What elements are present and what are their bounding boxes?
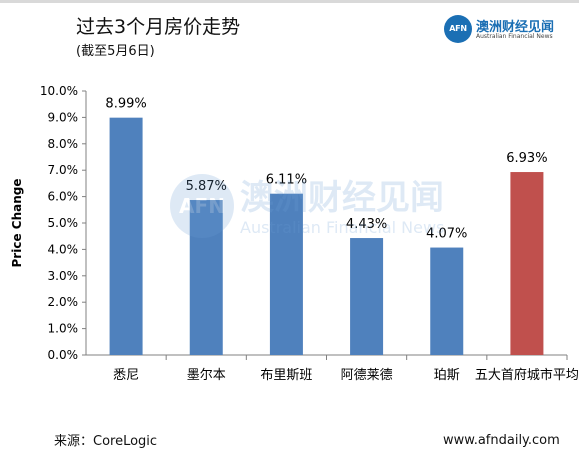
data-label: 4.07%: [426, 227, 467, 242]
data-label: 4.43%: [346, 217, 387, 232]
watermark-english-name: Australian Financial News: [240, 218, 445, 237]
bar: [189, 200, 223, 355]
page-title: 过去3个月房价走势: [76, 16, 241, 38]
y-tick-label: 2.0%: [48, 295, 79, 309]
data-label: 6.93%: [506, 151, 547, 166]
bar: [430, 247, 464, 355]
category-label: 阿德莱德: [341, 368, 393, 383]
brand-english-name: Australian Financial News: [476, 33, 553, 40]
category-label: 墨尔本: [187, 368, 226, 383]
category-label: 悉尼: [113, 368, 139, 383]
top-rule: [0, 0, 579, 3]
data-label: 6.11%: [266, 173, 307, 188]
website-url: www.afndaily.com: [443, 433, 560, 448]
bar: [350, 238, 384, 355]
y-tick-label: 8.0%: [48, 137, 79, 151]
category-label: 珀斯: [434, 368, 460, 383]
y-axis-title: Price Change: [10, 179, 24, 268]
bar: [510, 172, 544, 355]
y-tick-label: 5.0%: [48, 216, 79, 230]
brand-mark-icon: AFN: [444, 15, 472, 43]
y-tick-label: 1.0%: [48, 322, 79, 336]
category-label: 五大首府城市平均: [475, 367, 579, 383]
data-label: 5.87%: [186, 179, 227, 194]
y-tick-label: 0.0%: [48, 348, 79, 362]
y-tick-label: 4.0%: [48, 242, 79, 256]
source-note: 来源：CoreLogic: [54, 434, 158, 449]
page-subtitle: (截至5月6日): [76, 44, 155, 59]
watermark-mark-icon: AFN: [170, 174, 234, 238]
y-tick-label: 10.0%: [40, 84, 78, 98]
y-tick-label: 6.0%: [48, 190, 79, 204]
y-tick-label: 7.0%: [48, 163, 79, 177]
brand-name: 澳洲财经见闻: [476, 20, 555, 35]
bar: [269, 193, 303, 355]
y-tick-label: 9.0%: [48, 110, 79, 124]
data-label: 8.99%: [105, 97, 146, 112]
watermark-name: 澳洲财经见闻: [240, 178, 444, 218]
y-tick-label: 3.0%: [48, 269, 79, 283]
watermark: AFN 澳洲财经见闻 Australian Financial News: [170, 168, 470, 248]
bar: [109, 117, 143, 355]
category-label: 布里斯班: [260, 368, 312, 383]
brand-logo: AFN 澳洲财经见闻 Australian Financial News: [444, 15, 574, 45]
